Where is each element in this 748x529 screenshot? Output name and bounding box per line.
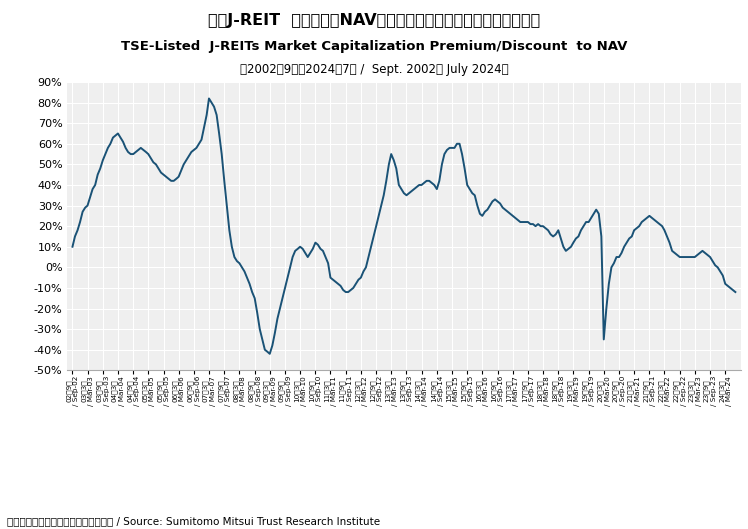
Text: （出所）三井住友トラスト基礎研究所 / Source: Sumitomo Mitsui Trust Research Institute: （出所）三井住友トラスト基礎研究所 / Source: Sumitomo Mit… [7, 516, 381, 526]
Text: 東証J-REIT  時価総額のNAVに対するプレミアム・ディスカウント: 東証J-REIT 時価総額のNAVに対するプレミアム・ディスカウント [208, 13, 540, 28]
Text: TSE-Listed  J-REITs Market Capitalization Premium/Discount  to NAV: TSE-Listed J-REITs Market Capitalization… [121, 40, 627, 53]
Text: （2002年9月～2024年7月 /  Sept. 2002～ July 2024）: （2002年9月～2024年7月 / Sept. 2002～ July 2024… [239, 63, 509, 77]
